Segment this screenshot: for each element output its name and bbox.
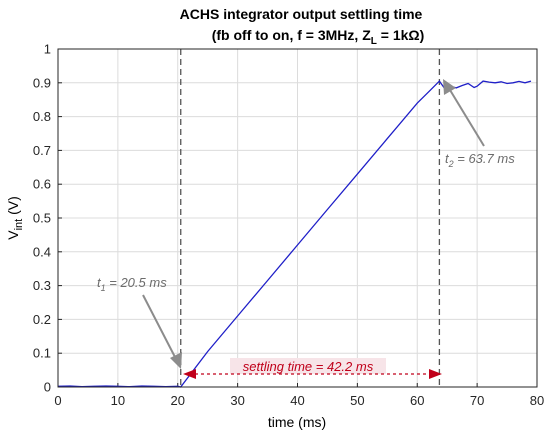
- settling-arrow-left-head: [183, 369, 196, 379]
- x-tick-label: 20: [171, 393, 185, 408]
- y-tick-label: 0: [44, 380, 51, 395]
- t1-annotation: t1 = 20.5 ms: [97, 275, 167, 293]
- x-tick-label: 50: [350, 393, 364, 408]
- y-tick-label: 0.5: [33, 211, 51, 226]
- y-tick-label: 0.4: [33, 244, 51, 259]
- chart-title-line1: ACHS integrator output settling time: [180, 6, 423, 22]
- plot-border: [57, 48, 538, 388]
- x-tick-label: 80: [530, 393, 544, 408]
- y-tick-label: 0.8: [33, 109, 51, 124]
- t2-arrow: [443, 79, 485, 147]
- y-axis-label: Vint (V): [5, 196, 25, 240]
- axis-ticks: 0 10 20 30 40 50 60 70 80 0 0.1 0.2 0.3 0.4 0.5 0.6 0.7 0…: [33, 42, 544, 409]
- t2-annotation: t2 = 63.7 ms: [445, 151, 515, 169]
- x-tick-label: 40: [290, 393, 304, 408]
- settling-label-bg: [230, 358, 386, 374]
- chart-title-line2: (fb off to on, f = 3MHz, ZL = 1kΩ): [212, 27, 425, 47]
- y-tick-label: 0.1: [33, 346, 51, 361]
- x-tick-label: 30: [230, 393, 244, 408]
- settling-time-label: settling time = 42.2 ms: [243, 359, 374, 374]
- y-tick-label: 0.7: [33, 143, 51, 158]
- y-tick-label: 0.3: [33, 278, 51, 293]
- x-tick-label: 0: [54, 393, 61, 408]
- t1-arrow: [142, 294, 182, 369]
- x-tick-label: 70: [470, 393, 484, 408]
- settling-arrow-right-head: [429, 369, 442, 379]
- x-tick-label: 10: [111, 393, 125, 408]
- y-tick-label: 1: [44, 42, 51, 57]
- settling-arrow: [183, 369, 442, 379]
- y-tick-label: 0.9: [33, 75, 51, 90]
- y-tick-label: 0.2: [33, 312, 51, 327]
- x-axis-label: time (ms): [268, 414, 326, 430]
- marker-lines: [180, 49, 441, 387]
- y-tick-label: 0.6: [33, 177, 51, 192]
- x-tick-label: 60: [410, 393, 424, 408]
